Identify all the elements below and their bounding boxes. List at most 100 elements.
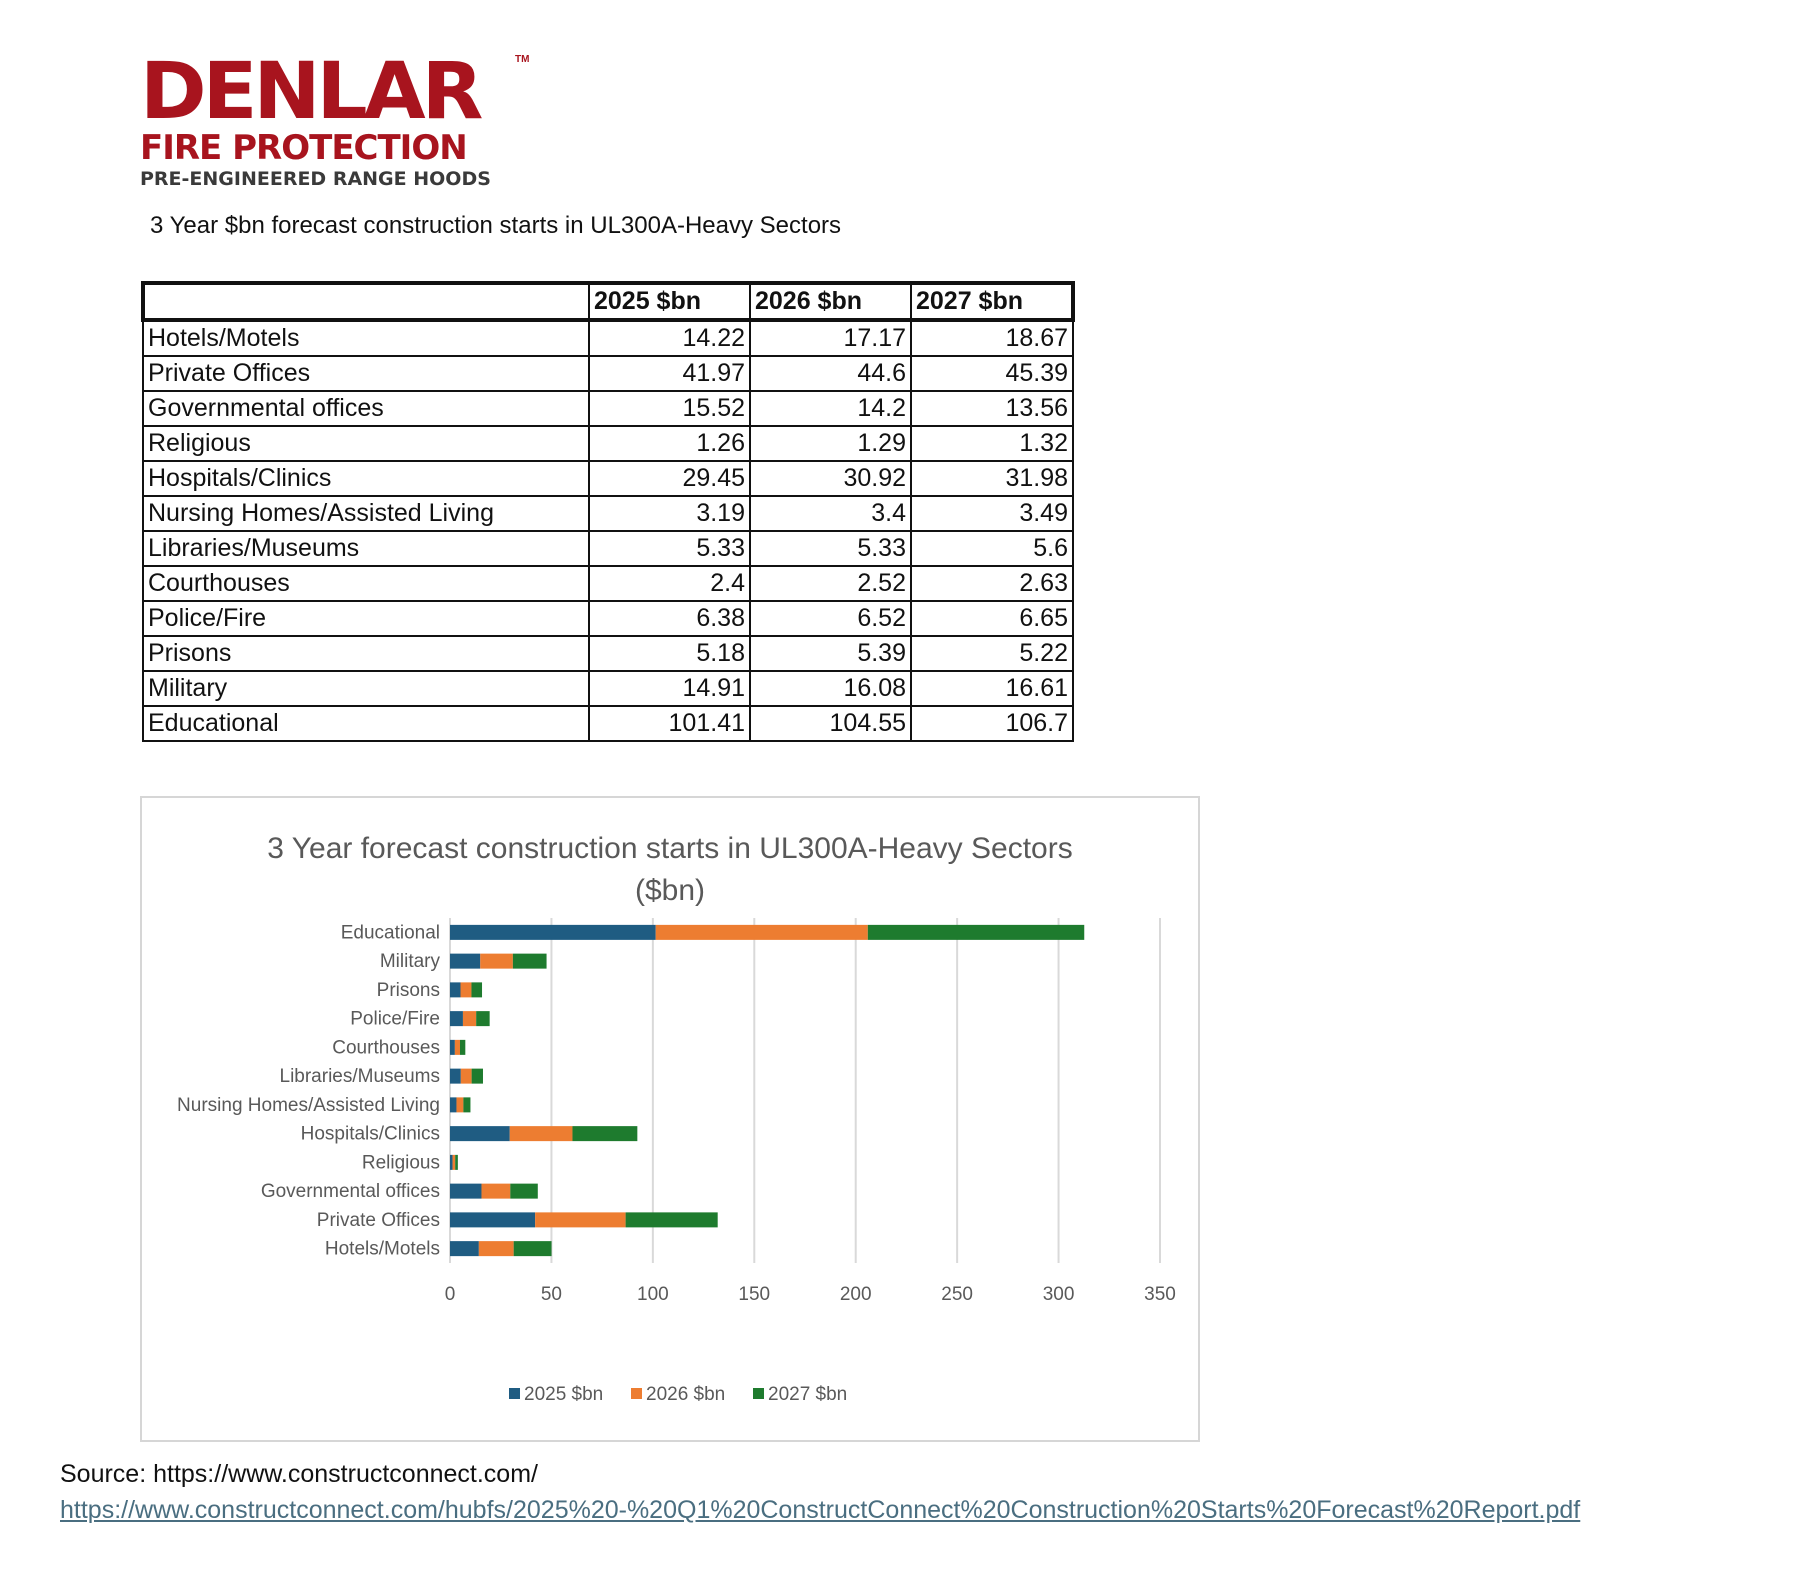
y-category-label: Police/Fire — [350, 1009, 440, 1030]
table-header-cell: 2027 $bn — [910, 281, 1075, 322]
table-cell-value: 1.26 — [588, 425, 751, 462]
bar-segment — [867, 924, 1085, 940]
table-row: Educational 101.41 104.55 106.7 — [142, 705, 1074, 742]
bar-segment — [471, 982, 483, 998]
bar-segment — [480, 953, 513, 969]
table-row-label: Private Offices — [142, 355, 590, 392]
table-cell-value: 6.52 — [749, 600, 912, 637]
table-cell-value: 106.7 — [910, 705, 1074, 742]
y-category-label: Religious — [362, 1152, 440, 1173]
bar-segment — [478, 1241, 514, 1257]
table-cell-value: 5.33 — [588, 530, 751, 567]
table-cell-value: 5.18 — [588, 635, 751, 672]
x-tick-label: 0 — [445, 1284, 456, 1305]
x-tick-label: 150 — [738, 1284, 770, 1305]
x-tick-label: 300 — [1043, 1284, 1075, 1305]
table-cell-value: 1.29 — [749, 425, 912, 462]
table-row: Hotels/Motels 14.22 17.17 18.67 — [142, 319, 1074, 357]
bar-segment — [510, 1183, 538, 1199]
y-category-label: Military — [380, 951, 441, 972]
table-row-label: Educational — [142, 705, 590, 742]
legend-swatch — [509, 1388, 520, 1399]
bar-segment — [655, 924, 868, 940]
table-row: Private Offices 41.97 44.6 45.39 — [142, 355, 1074, 392]
table-row-label: Police/Fire — [142, 600, 590, 637]
table-row-label: Hospitals/Clinics — [142, 460, 590, 497]
legend-label: 2026 $bn — [646, 1384, 725, 1405]
bar-segment — [450, 953, 481, 969]
table-row: Courthouses 2.4 2.52 2.63 — [142, 565, 1074, 602]
table-cell-value: 18.67 — [910, 319, 1074, 357]
table-header-cell: 2026 $bn — [749, 281, 912, 322]
bar-segment — [572, 1126, 638, 1142]
table-row: Military 14.91 16.08 16.61 — [142, 670, 1074, 707]
bar-segment — [454, 1039, 460, 1055]
table-cell-value: 41.97 — [588, 355, 751, 392]
table-cell-value: 5.22 — [910, 635, 1074, 672]
y-category-label: Prisons — [377, 980, 440, 1001]
legend-label: 2025 $bn — [524, 1384, 603, 1405]
bar-segment — [452, 1154, 456, 1170]
bar-segment — [535, 1212, 626, 1228]
table-header-cell — [141, 281, 590, 322]
bar-segment — [460, 1068, 472, 1084]
table-body: Hotels/Motels 14.22 17.17 18.67 Private Offi… — [142, 319, 1074, 742]
chart-title: 3 Year forecast construction starts in U… — [142, 828, 1198, 912]
table-cell-value: 45.39 — [910, 355, 1074, 392]
x-tick-label: 200 — [840, 1284, 872, 1305]
logo-subtitle: FIRE PROTECTION — [140, 128, 468, 168]
table-row: Libraries/Museums 5.33 5.33 5.6 — [142, 530, 1074, 567]
y-category-label: Hospitals/Clinics — [301, 1124, 440, 1145]
bar-segment — [450, 1126, 510, 1142]
table-cell-value: 2.63 — [910, 565, 1074, 602]
x-tick-label: 250 — [941, 1284, 973, 1305]
table-cell-value: 16.61 — [910, 670, 1074, 707]
table-row: Police/Fire 6.38 6.52 6.65 — [142, 600, 1074, 637]
table-cell-value: 13.56 — [910, 390, 1074, 427]
table-row: Prisons 5.18 5.39 5.22 — [142, 635, 1074, 672]
table-cell-value: 31.98 — [910, 460, 1074, 497]
x-tick-label: 100 — [637, 1284, 669, 1305]
table-row-label: Libraries/Museums — [142, 530, 590, 567]
bar-segment — [450, 1154, 453, 1170]
y-category-label: Libraries/Museums — [280, 1066, 441, 1087]
table-cell-value: 29.45 — [588, 460, 751, 497]
bar-segment — [459, 1039, 466, 1055]
table-cell-value: 14.2 — [749, 390, 912, 427]
table-cell-value: 5.6 — [910, 530, 1074, 567]
table-cell-value: 5.39 — [749, 635, 912, 672]
table-header-row: 2025 $bn 2026 $bn 2027 $bn — [141, 281, 1075, 322]
logo-wordmark: DENLAR — [140, 47, 483, 137]
table-cell-value: 1.32 — [910, 425, 1074, 462]
table-row-label: Religious — [142, 425, 590, 462]
x-tick-label: 350 — [1144, 1284, 1176, 1305]
table-row-label: Governmental offices — [142, 390, 590, 427]
bar-segment — [450, 1097, 457, 1113]
table-cell-value: 101.41 — [588, 705, 751, 742]
legend-swatch — [631, 1388, 642, 1399]
bar-segment — [512, 953, 547, 969]
source-report-link[interactable]: https://www.constructconnect.com/hubfs/2… — [60, 1496, 1581, 1524]
y-category-label: Hotels/Motels — [325, 1239, 440, 1260]
table-row: Religious 1.26 1.29 1.32 — [142, 425, 1074, 462]
table-row: Governmental offices 15.52 14.2 13.56 — [142, 390, 1074, 427]
table-cell-value: 2.4 — [588, 565, 751, 602]
table-cell-value: 104.55 — [749, 705, 912, 742]
bar-segment — [625, 1212, 718, 1228]
table-cell-value: 44.6 — [749, 355, 912, 392]
table-row-label: Prisons — [142, 635, 590, 672]
bar-segment — [450, 1241, 479, 1257]
table-cell-value: 17.17 — [749, 319, 912, 357]
table-cell-value: 2.52 — [749, 565, 912, 602]
bar-segment — [455, 1154, 458, 1170]
x-tick-label: 50 — [541, 1284, 562, 1305]
company-logo: DENLAR TM FIRE PROTECTION PRE-ENGINEERED… — [140, 52, 540, 191]
table-cell-value: 15.52 — [588, 390, 751, 427]
source-label: Source: https://www.constructconnect.com… — [60, 1460, 538, 1488]
bar-segment — [509, 1126, 573, 1142]
bar-segment — [471, 1068, 483, 1084]
y-category-label: Private Offices — [317, 1210, 440, 1231]
table-header-cell: 2025 $bn — [588, 281, 751, 322]
table-cell-value: 14.22 — [588, 319, 751, 357]
bar-segment — [450, 924, 656, 940]
